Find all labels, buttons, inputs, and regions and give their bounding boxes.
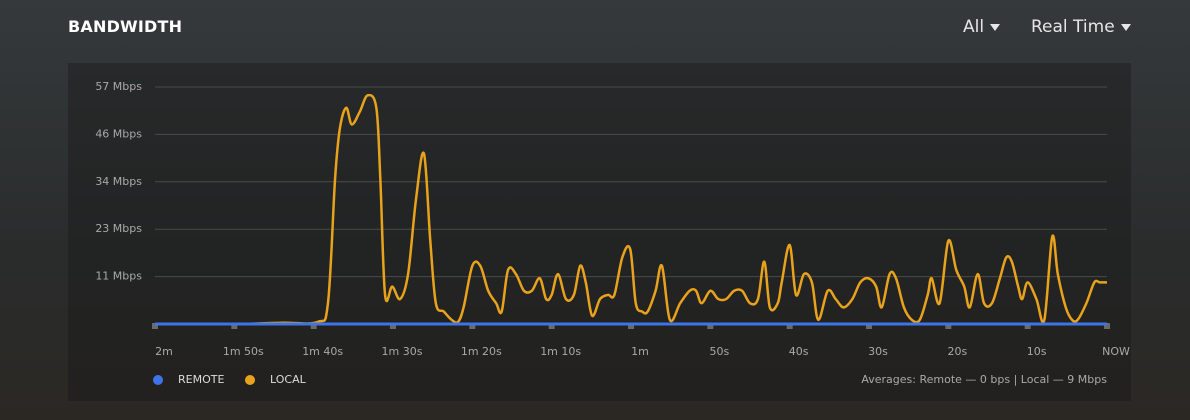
- x-tick-label: 1m 20s: [461, 345, 502, 358]
- x-tick-label: 2m: [155, 345, 173, 358]
- y-tick-label: 11 Mbps: [95, 270, 142, 283]
- caret: [990, 23, 1001, 31]
- x-tick-label: 50s: [709, 345, 729, 358]
- x-tick-mark: [707, 323, 714, 329]
- x-tick-mark: [1024, 323, 1031, 329]
- legend-swatch: [153, 375, 163, 385]
- x-tick-mark: [1104, 323, 1110, 329]
- x-tick-mark: [310, 323, 317, 329]
- x-tick-mark: [152, 323, 158, 329]
- caret: [1120, 23, 1131, 31]
- x-tick-label: 20s: [947, 345, 967, 358]
- chart-title: BANDWIDTH: [68, 17, 183, 36]
- x-tick-mark: [945, 323, 952, 329]
- x-tick-mark: [231, 323, 238, 329]
- x-tick-label: 1m: [631, 345, 649, 358]
- x-tick-mark: [469, 323, 476, 329]
- x-tick-label: 1m 10s: [540, 345, 581, 358]
- x-tick-mark: [548, 323, 555, 329]
- x-tick-label: 40s: [789, 345, 809, 358]
- legend-swatch: [245, 375, 255, 385]
- filter-label: All: [963, 17, 985, 37]
- y-tick-label: 23 Mbps: [95, 222, 142, 235]
- x-tick-label: 1m 30s: [382, 345, 423, 358]
- legend-label: REMOTE: [178, 373, 224, 386]
- chart-panel: [68, 63, 1131, 401]
- averages: Averages: Remote — 0 bps | Local — 9 Mbp…: [861, 373, 1107, 386]
- x-tick-label: 1m 40s: [302, 345, 343, 358]
- x-tick-label: 1m 50s: [223, 345, 264, 358]
- x-tick-label: 30s: [868, 345, 888, 358]
- x-tick-label: 10s: [1027, 345, 1047, 358]
- range-label: Real Time: [1031, 17, 1115, 37]
- y-tick-label: 57 Mbps: [95, 80, 142, 93]
- x-tick-mark: [786, 323, 793, 329]
- range-dropdown[interactable]: Real Time: [1031, 17, 1131, 37]
- x-tick-mark: [628, 323, 634, 329]
- legend-label: LOCAL: [270, 373, 307, 386]
- filter-dropdown[interactable]: All: [963, 17, 1001, 37]
- y-tick-label: 34 Mbps: [95, 175, 142, 188]
- series-line: [154, 93, 1107, 326]
- x-tick-mark: [866, 323, 872, 329]
- x-tick-mark: [390, 323, 396, 329]
- y-tick-label: 46 Mbps: [95, 127, 142, 140]
- x-tick-label: NOW: [1102, 345, 1130, 358]
